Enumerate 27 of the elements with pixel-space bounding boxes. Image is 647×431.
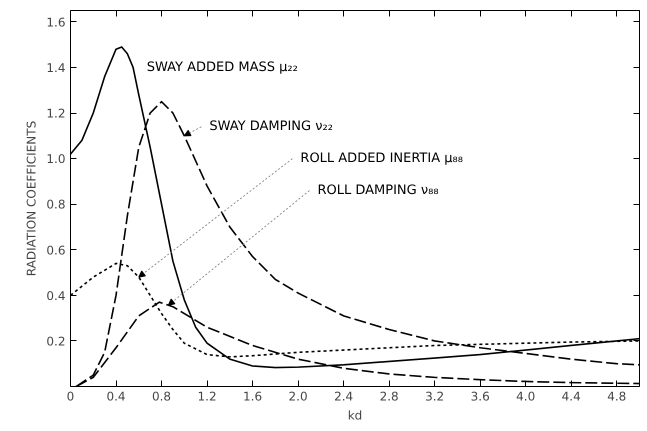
x-tick-label: 2.4 [334,390,354,404]
y-tick-label: 0.6 [46,243,66,258]
series-label: SWAY ADDED MASS μ₂₂ [146,60,298,75]
x-tick-label: 4.8 [607,390,626,404]
y-tick-label: 1.2 [46,106,66,121]
y-tick-label: 1.4 [46,60,66,75]
x-tick-label: 0.4 [106,390,126,404]
y-tick-label: 0.2 [46,334,66,348]
x-tick-label: 2.8 [380,390,399,404]
x-tick-label: 3.6 [470,390,490,404]
x-tick-label: 4.0 [516,390,536,404]
y-tick-label: 1.0 [46,152,66,166]
x-tick-label: 2.0 [288,390,308,404]
x-tick-label: 0.8 [152,390,172,404]
y-axis-title: RADIATION COEFFICIENTS [24,120,38,276]
x-tick-label: 1.6 [243,390,262,404]
x-tick-label: 3.2 [425,390,444,404]
x-tick-label: 0 [66,390,74,404]
x-tick-label: 4.4 [562,390,581,404]
text: ROLL DAMPING ν₈₈ [317,183,439,198]
y-tick-label: 0.4 [46,288,66,303]
legend-label: SWAY DAMPING ν₂₂ [209,119,333,134]
text: ROLL ADDED INERTIA μ₈₈ [300,151,463,166]
x-tick-label: 1.2 [198,390,217,404]
x-axis-title: kd [348,408,362,422]
y-tick-label: 0.8 [46,198,66,212]
y-tick-label: 1.6 [46,15,66,30]
